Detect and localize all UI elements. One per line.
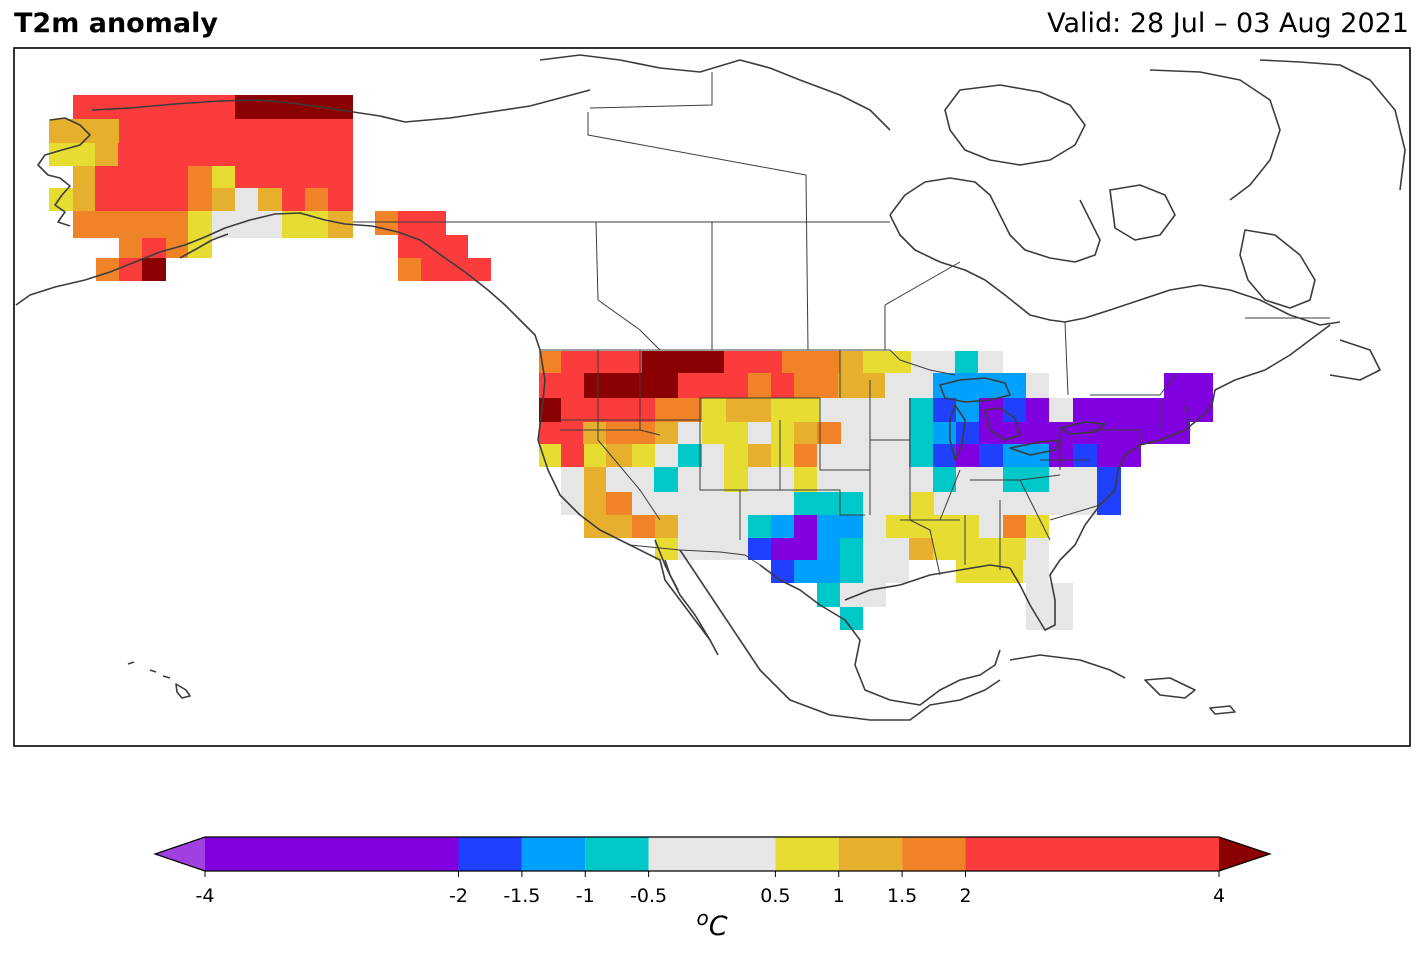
coastlines bbox=[15, 54, 1406, 721]
colorbar-segment bbox=[521, 837, 586, 871]
colorbar-tick-label: -0.5 bbox=[630, 885, 667, 907]
colorbar-unit-label: oC bbox=[696, 906, 727, 942]
colorbar-segment bbox=[902, 837, 966, 871]
colorbar-segment bbox=[458, 837, 522, 871]
colorbar-tick-label: -1.5 bbox=[503, 885, 540, 907]
political-borders bbox=[353, 72, 1330, 581]
colorbar-tick-label: -2 bbox=[449, 885, 468, 907]
colorbar-ticks: -4 -2 -1.5 -1 -0.5 0.5 1 1.5 2 4 bbox=[196, 871, 1225, 907]
colorbar-segment bbox=[838, 837, 903, 871]
colorbar-tick-label: -4 bbox=[196, 885, 215, 907]
map-frame bbox=[13, 47, 1411, 747]
colorbar-tick-label: 0.5 bbox=[760, 885, 790, 907]
colorbar-segment bbox=[965, 837, 1219, 871]
colorbar-segment bbox=[585, 837, 649, 871]
colorbar-tick-label: -1 bbox=[576, 885, 595, 907]
colorbar-tick-label: 1 bbox=[833, 885, 845, 907]
colorbar-segment bbox=[775, 837, 839, 871]
colorbar-segment bbox=[648, 837, 776, 871]
colorbar-tick-label: 2 bbox=[959, 885, 971, 907]
colorbar-tick-label: 4 bbox=[1213, 885, 1225, 907]
colorbar-tick-label: 1.5 bbox=[887, 885, 917, 907]
colorbar-under-triangle bbox=[155, 837, 205, 871]
colorbar-over-triangle bbox=[1219, 837, 1270, 871]
colorbar-segment bbox=[205, 837, 459, 871]
valid-date-label: Valid: 28 Jul – 03 Aug 2021 bbox=[1047, 8, 1409, 39]
anomaly-grid bbox=[49, 95, 1213, 630]
colorbar-segments bbox=[205, 837, 1219, 871]
map-title: T2m anomaly bbox=[14, 8, 218, 39]
